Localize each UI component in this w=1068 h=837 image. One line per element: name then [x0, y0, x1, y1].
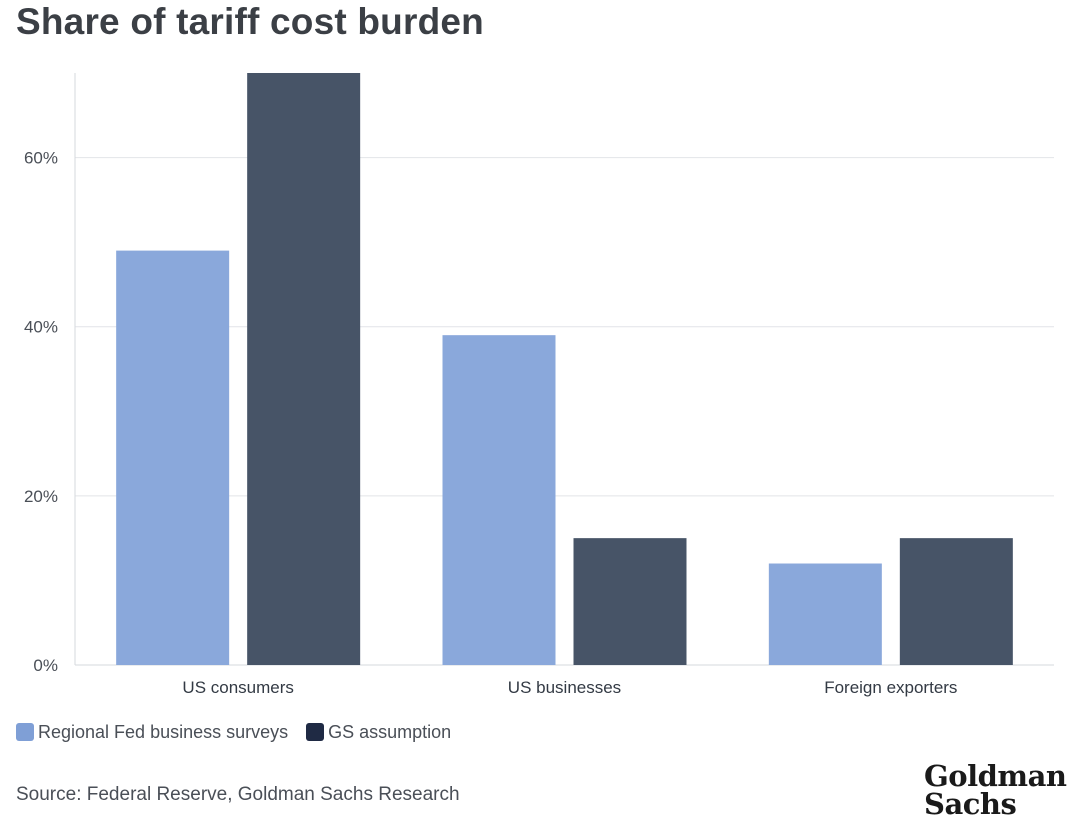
- source-note: Source: Federal Reserve, Goldman Sachs R…: [16, 784, 460, 805]
- bar: [247, 73, 361, 665]
- legend-swatch-gs-assumption: [306, 723, 325, 741]
- legend-label-gs-assumption: GS assumption: [328, 721, 452, 742]
- chart-plot: 0% 20% 40% 60% US consumers US businesses Fore…: [24, 73, 1054, 697]
- legend-item-regional-fed: Regional Fed business surveys: [16, 722, 288, 743]
- x-tick-label: Foreign exporters: [824, 678, 957, 697]
- bar: [573, 538, 687, 665]
- chart-title: Share of tariff cost burden: [16, 1, 484, 42]
- goldman-sachs-logo: Goldman Sachs: [924, 759, 1067, 821]
- bar: [116, 250, 230, 665]
- legend-label-regional-fed: Regional Fed business surveys: [38, 721, 289, 742]
- x-tick-label: US consumers: [182, 678, 293, 697]
- y-tick-label: 0%: [33, 656, 58, 675]
- logo-line-1: Goldman: [924, 759, 1067, 793]
- bar: [768, 563, 882, 665]
- x-tick-label: US businesses: [508, 678, 621, 697]
- y-tick-label: 40%: [24, 318, 58, 337]
- y-tick-label: 20%: [24, 487, 58, 506]
- bar: [899, 538, 1013, 665]
- legend-swatch-regional-fed: [16, 723, 34, 741]
- logo-line-2: Sachs: [924, 787, 1017, 821]
- y-tick-label: 60%: [24, 149, 58, 168]
- chart-legend: Regional Fed business surveys GS assumpt…: [16, 720, 469, 744]
- bar: [442, 335, 556, 665]
- legend-item-gs-assumption: GS assumption: [306, 722, 451, 743]
